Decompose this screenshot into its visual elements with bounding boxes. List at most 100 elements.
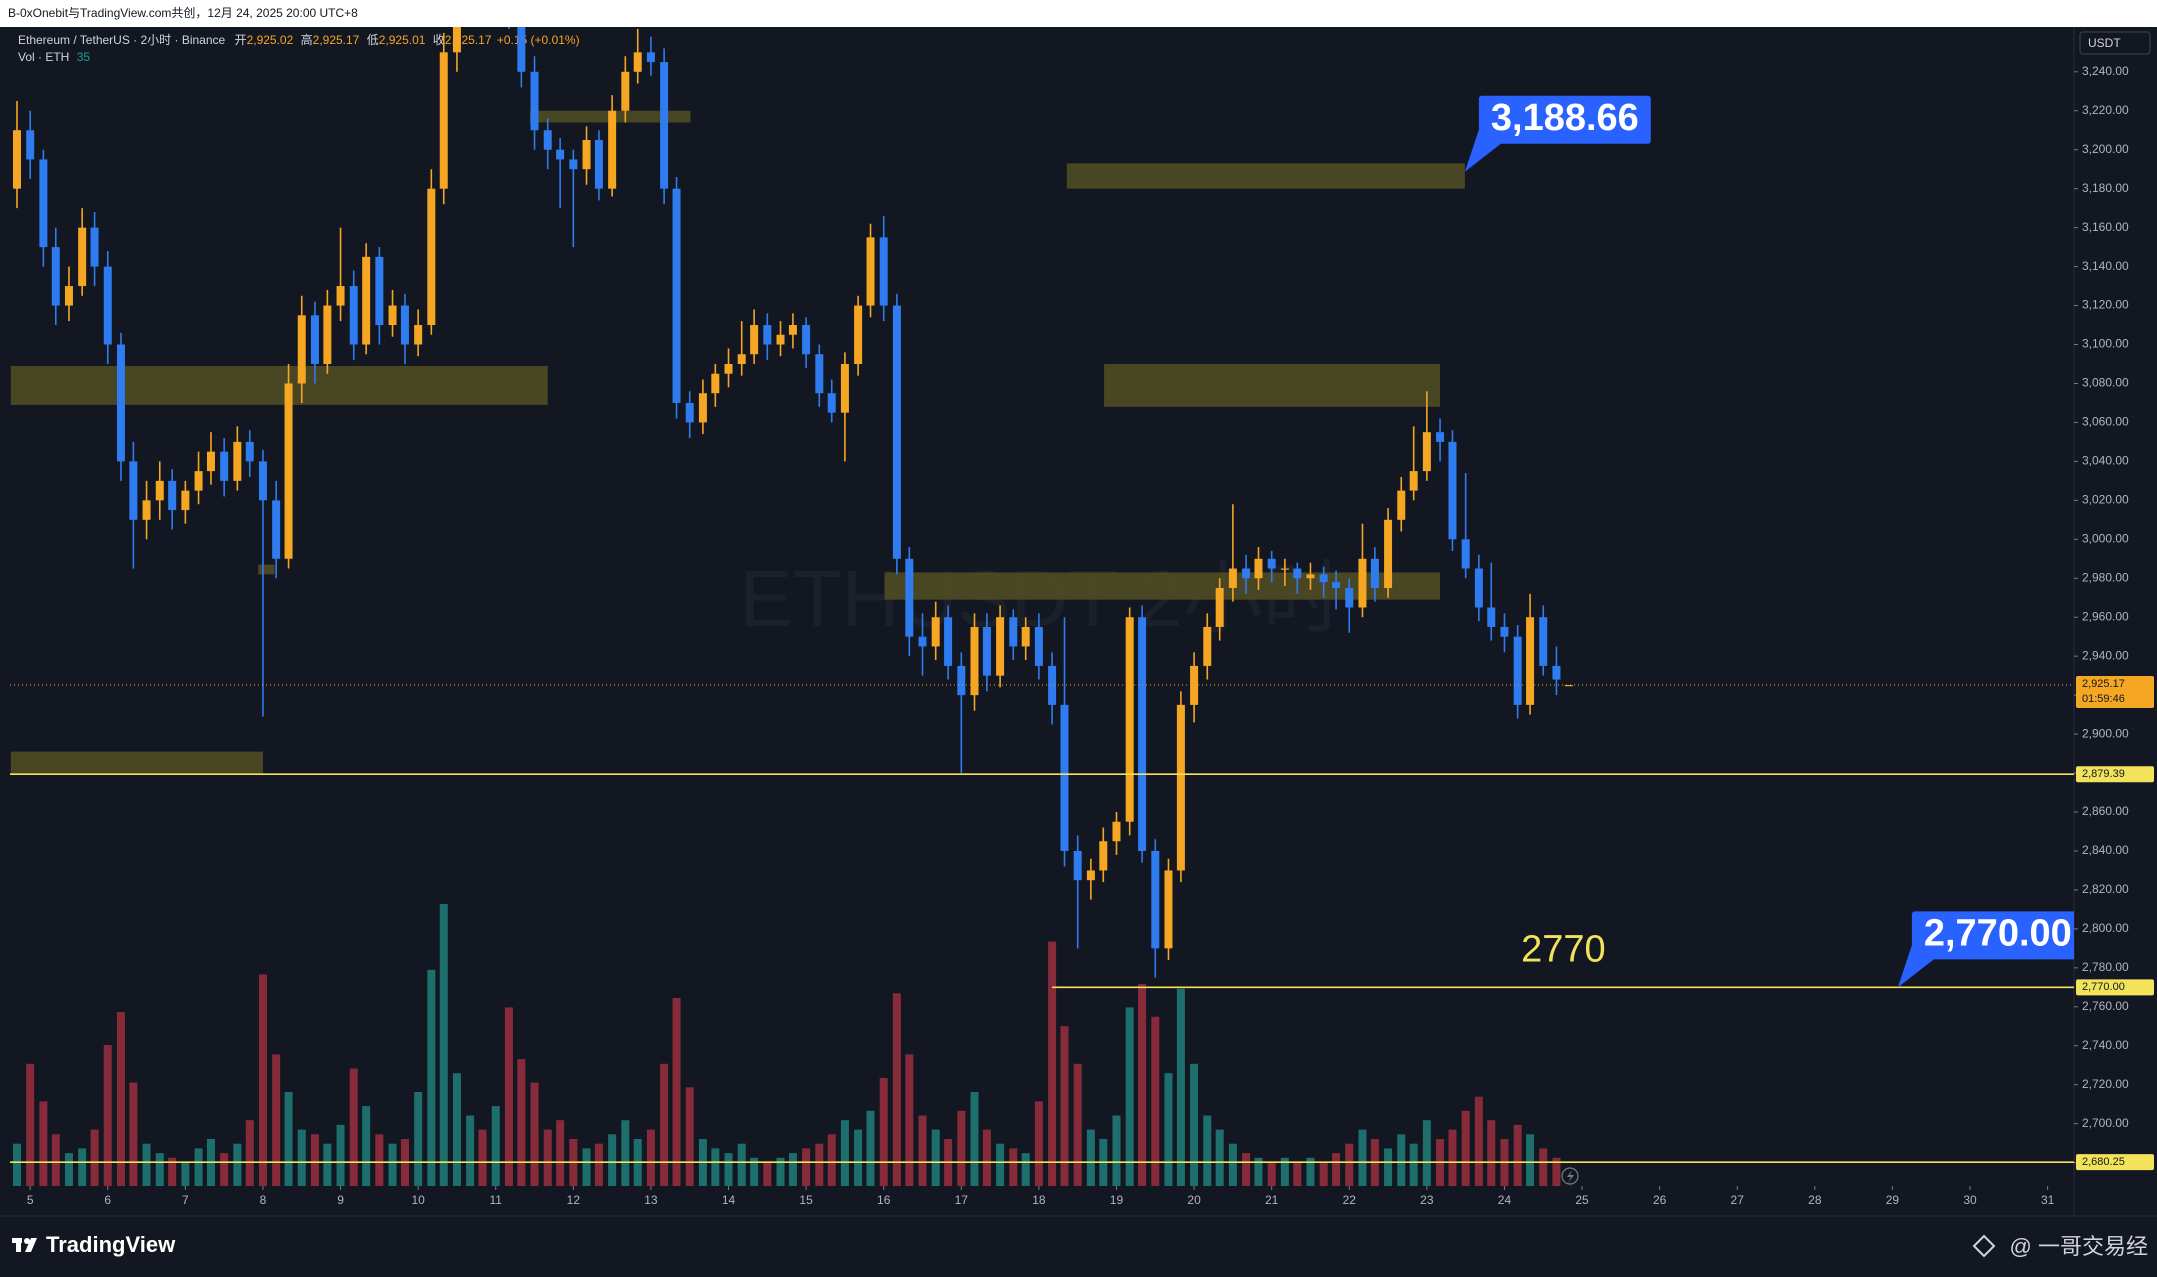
- candle-body: [879, 237, 888, 306]
- candle-body: [788, 325, 797, 335]
- volume-bar: [478, 1129, 487, 1186]
- candle-body: [1513, 636, 1522, 705]
- volume-bar: [582, 1148, 591, 1186]
- x-tick-label: 12: [567, 1193, 581, 1207]
- candle-body: [1254, 558, 1263, 579]
- candle-body: [711, 373, 720, 394]
- x-tick-label: 11: [490, 1193, 503, 1207]
- volume-bar: [414, 1092, 423, 1186]
- candle-body: [90, 227, 99, 267]
- legend-volume: 35: [77, 50, 91, 64]
- volume-bar: [1112, 1115, 1121, 1186]
- candle-body: [1384, 519, 1393, 588]
- y-tick-label: 2,840.00: [2082, 843, 2129, 857]
- candle-body: [64, 286, 73, 306]
- plot-area: 2770 3,188.66 2,770.00: [10, 27, 2074, 1186]
- volume-bar: [245, 1120, 254, 1186]
- y-tick-label: 3,020.00: [2082, 493, 2129, 507]
- volume-bar: [982, 1129, 991, 1186]
- x-tick-label: 15: [799, 1193, 813, 1207]
- volume-bar: [1125, 1007, 1134, 1186]
- candle-body: [1164, 870, 1173, 949]
- volume-bar: [220, 1153, 229, 1186]
- legend-close-label: 收: [433, 33, 445, 47]
- volume-bar: [103, 1045, 112, 1186]
- x-tick-label: 9: [337, 1193, 344, 1207]
- candle-body: [931, 617, 940, 647]
- volume-bar: [711, 1148, 720, 1186]
- volume-bar: [1332, 1153, 1341, 1186]
- candle-body: [582, 139, 591, 170]
- x-tick-label: 7: [182, 1193, 189, 1207]
- candle-body: [1461, 539, 1470, 569]
- candle-body: [672, 188, 681, 403]
- volume-bar: [1345, 1143, 1354, 1186]
- volume-bar: [1228, 1143, 1237, 1186]
- replay-icon[interactable]: [1561, 1167, 1579, 1185]
- candle-body: [982, 626, 991, 676]
- y-tick-label: 2,700.00: [2082, 1116, 2129, 1130]
- legend-close: 2,925.17: [445, 33, 492, 47]
- volume-bar: [1384, 1148, 1393, 1186]
- y-tick-label: 3,140.00: [2082, 259, 2129, 273]
- volume-bar: [64, 1153, 73, 1186]
- candle-body: [698, 393, 707, 423]
- volume-bar: [996, 1143, 1005, 1186]
- volume-bar: [750, 1157, 759, 1186]
- candle-body: [1151, 850, 1160, 949]
- volume-bar: [129, 1082, 138, 1186]
- x-tick-label: 14: [722, 1193, 736, 1207]
- candle-body: [1500, 626, 1509, 637]
- candle-body: [569, 159, 578, 170]
- volume-bar: [1190, 1063, 1199, 1186]
- volume-bar: [78, 1148, 87, 1186]
- volume-bar: [466, 1115, 475, 1186]
- left-margin: [0, 27, 10, 1216]
- volume-bar: [866, 1110, 875, 1186]
- candle-body: [349, 286, 358, 345]
- candle-body: [685, 402, 694, 423]
- candle-body: [944, 617, 953, 666]
- candle-body: [763, 325, 772, 345]
- callout-box: [1911, 911, 2074, 960]
- candle-body: [1564, 685, 1573, 687]
- y-tick-label: 3,060.00: [2082, 415, 2129, 429]
- annotation-text: 2770: [1521, 928, 1606, 970]
- candle-body: [439, 52, 448, 189]
- candle-body: [155, 480, 164, 501]
- volume-bar: [1319, 1162, 1328, 1186]
- candle-body: [323, 305, 332, 364]
- legend-high-label: 高: [301, 32, 313, 47]
- x-tick-label: 21: [1265, 1193, 1279, 1207]
- volume-bar: [1073, 1063, 1082, 1186]
- candle-body: [194, 471, 203, 491]
- candle-body: [103, 266, 112, 345]
- volume-bar: [776, 1157, 785, 1186]
- volume-bar: [556, 1120, 565, 1186]
- candle-body: [1267, 558, 1276, 569]
- price-label-box: [2076, 1154, 2154, 1171]
- y-tick-label: 2,780.00: [2082, 960, 2129, 974]
- logo-part: [24, 1238, 30, 1244]
- volume-bar: [1513, 1124, 1522, 1186]
- candle-body: [1112, 821, 1121, 842]
- y-tick-label: 2,760.00: [2082, 999, 2129, 1013]
- candle-body: [1436, 432, 1445, 442]
- volume-bar: [12, 1143, 21, 1186]
- candle-body: [646, 52, 655, 63]
- volume-bar: [362, 1106, 371, 1186]
- legend-change: +0.15 (+0.01%): [497, 33, 580, 47]
- legend-high: 2,925.17: [313, 33, 360, 47]
- volume-bar: [1409, 1143, 1418, 1186]
- candle-body: [26, 130, 35, 160]
- y-tick-label: 3,220.00: [2082, 103, 2129, 117]
- volume-bar: [802, 1148, 811, 1186]
- candle-body: [272, 500, 281, 559]
- y-tick-label: 3,100.00: [2082, 337, 2129, 351]
- y-tick-label: 2,720.00: [2082, 1077, 2129, 1091]
- logo-part: [16, 1238, 21, 1252]
- volume-bar: [1009, 1148, 1018, 1186]
- candle-body: [594, 139, 603, 189]
- volume-bar: [1358, 1129, 1367, 1186]
